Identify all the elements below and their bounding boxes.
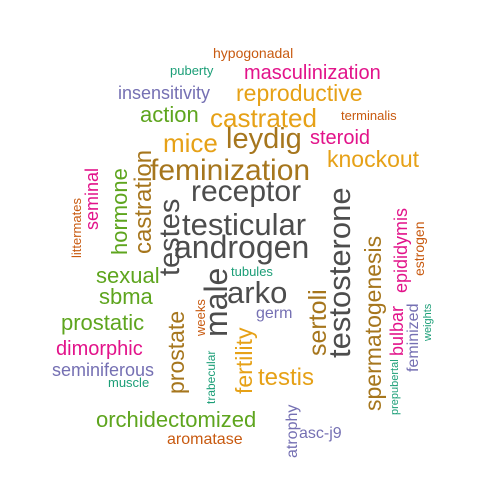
word-testosterone: testosterone: [322, 187, 357, 358]
word-weights: weights: [422, 303, 434, 342]
word-estrogen: estrogen: [411, 222, 427, 276]
word-feminized: feminized: [405, 304, 422, 372]
word-male: male: [198, 268, 234, 337]
word-seminiferous: seminiferous: [52, 360, 154, 380]
word-leydig: leydig: [226, 123, 302, 155]
word-dimorphic: dimorphic: [56, 338, 143, 360]
word-orchidectomized: orchidectomized: [96, 407, 256, 432]
word-castration: castration: [130, 150, 157, 254]
word-sbma: sbma: [99, 284, 154, 309]
word-fertility: fertility: [231, 327, 257, 394]
word-testes: testes: [154, 199, 186, 276]
word-knockout: knockout: [327, 146, 420, 172]
word-feminization: feminization: [150, 154, 310, 187]
word-muscle: muscle: [108, 375, 149, 390]
word-insensitivity: insensitivity: [118, 83, 210, 103]
word-sexual: sexual: [96, 263, 160, 288]
word-tubules: tubules: [231, 264, 273, 279]
word-prostatic: prostatic: [61, 310, 144, 335]
word-steroid: steroid: [310, 127, 370, 149]
word-hypogonadal: hypogonadal: [213, 45, 293, 61]
word-action: action: [140, 102, 199, 127]
word-aromatase: aromatase: [167, 431, 243, 448]
word-atrophy: atrophy: [284, 405, 301, 458]
word-trabecular: trabecular: [204, 351, 218, 404]
word-mice: mice: [163, 128, 218, 158]
word-reproductive: reproductive: [236, 80, 363, 106]
word-arko: arko: [227, 275, 287, 310]
word-receptor: receptor: [191, 175, 301, 208]
word-terminalis: terminalis: [341, 108, 397, 123]
word-seminal: seminal: [82, 168, 102, 230]
word-testis: testis: [258, 364, 314, 391]
word-littermates: littermates: [69, 198, 84, 258]
word-castrated: castrated: [210, 103, 317, 133]
word-epididymis: epididymis: [391, 208, 411, 293]
word-hormone: hormone: [107, 168, 132, 255]
word-germ: germ: [256, 305, 292, 322]
word-puberty: puberty: [170, 63, 214, 78]
word-testicular: testicular: [182, 207, 306, 242]
word-bulbar: bulbar: [387, 306, 407, 356]
word-weeks: weeks: [193, 299, 208, 337]
word-asc-j9: asc-j9: [299, 425, 342, 442]
word-prepubertal: prepubertal: [389, 359, 401, 415]
word-sertoli: sertoli: [304, 289, 332, 356]
word-spermatogenesis: spermatogenesis: [360, 236, 386, 411]
word-androgen: androgen: [174, 229, 309, 265]
word-masculinization: masculinization: [244, 62, 381, 84]
word-prostate: prostate: [163, 311, 189, 394]
